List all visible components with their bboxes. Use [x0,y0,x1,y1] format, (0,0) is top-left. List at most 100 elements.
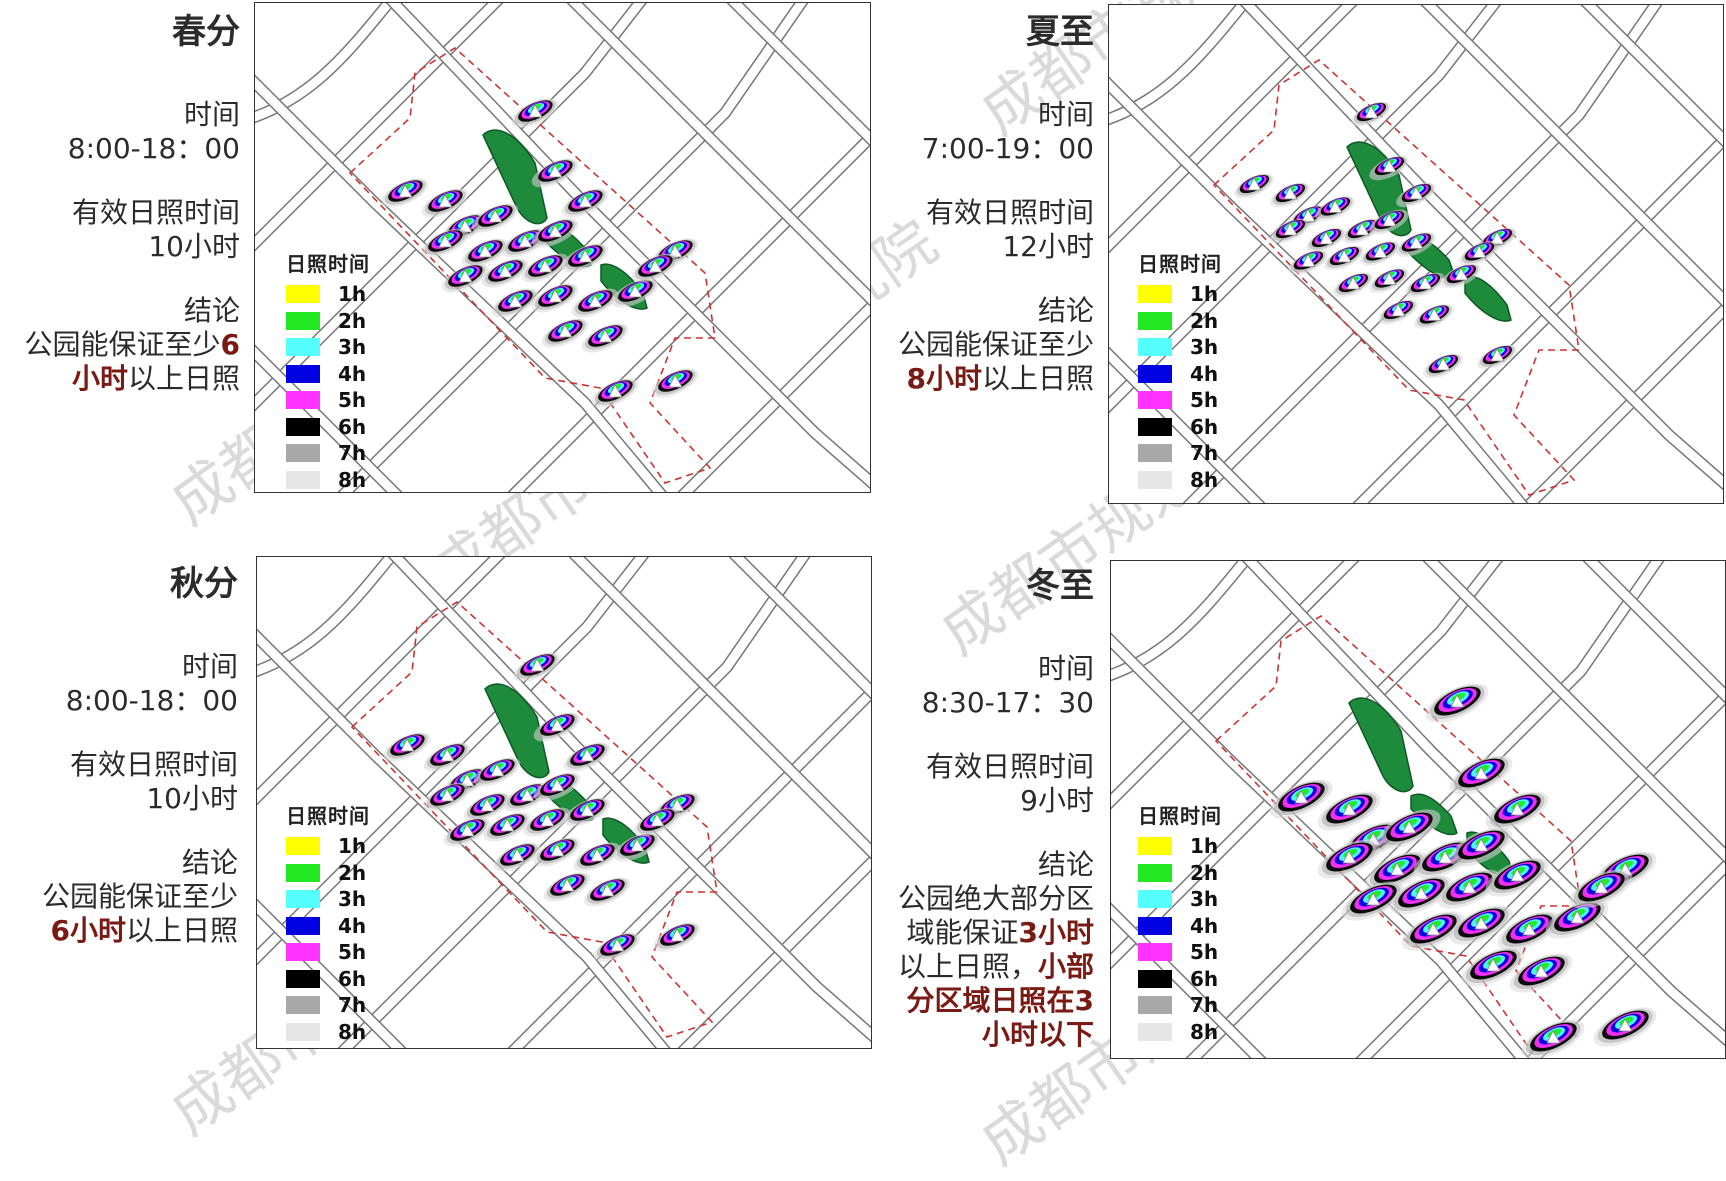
building [1364,105,1379,119]
site-boundary [348,47,716,484]
conclusion-text: 以上日照 [127,362,240,395]
legend-label: 6h [338,414,367,439]
legend-swatch [1138,417,1172,436]
site-boundary [1212,59,1580,496]
site-plan [1111,561,1725,1058]
road [1241,5,1723,489]
building [1390,862,1405,876]
building [1366,892,1381,906]
conclusion-text: 以上日照 [125,914,238,947]
building [1382,213,1397,227]
sunlight-map-summer [1108,4,1724,504]
legend-swatch [1138,969,1172,988]
legend-item: 6h [1138,966,1222,993]
road [339,3,807,492]
legend-item: 5h [1138,387,1222,414]
legend-swatch [1138,311,1172,330]
building [1510,802,1525,816]
road [730,557,871,698]
legend-item: 7h [1138,440,1222,467]
legend-item: 6h [286,966,370,993]
legend-label: 5h [1190,940,1219,965]
building [508,294,523,308]
building [1450,694,1465,708]
time-range: 8:30-17：30 [921,686,1094,719]
legend-label: 4h [1190,913,1219,938]
conclusion-highlight: 小时 [71,362,128,395]
legend-item: 2h [286,860,370,887]
building [1337,249,1352,263]
time-label: 时间 [1037,98,1094,131]
conclusion-text: 域能保证 [906,916,1019,949]
road [509,686,871,1048]
building [440,748,455,762]
road [1582,561,1725,704]
legend-item: 1h [286,281,370,308]
time-range: 8:00-18：00 [67,132,240,165]
building [668,374,683,388]
conclusion-highlight: 小时以下 [981,1018,1094,1051]
legend-swatch [1138,470,1172,489]
road [1354,134,1723,503]
legend-swatch [286,391,320,410]
legend-label: 4h [338,361,367,386]
legend-item: 5h [286,939,370,966]
building [510,848,525,862]
conclusion-highlight: 6 [220,328,240,361]
legend-label: 5h [338,940,367,965]
conclusion-line: 小时以上日照 [0,362,240,396]
autumn-info: 秋分 时间 8:00-18：00 有效日照时间 10小时 结论 公园能保证至少 … [0,564,238,948]
legend-item: 2h [1138,308,1222,335]
road [679,856,871,1048]
site-plan [255,3,870,492]
legend-swatch [286,285,320,304]
road [255,346,401,492]
legend-label: 6h [338,966,367,991]
building [550,778,565,792]
building [1409,186,1424,200]
season-title: 夏至 [1026,12,1094,52]
building [560,878,575,892]
legend-item: 1h [286,833,370,860]
building [578,249,593,263]
legend-swatch [286,311,320,330]
site-boundary [350,601,718,1038]
legend-item: 2h [286,308,370,335]
conclusion-highlight: 3小时 [1018,916,1094,949]
legend-label: 1h [1190,834,1219,859]
building [1342,802,1357,816]
building [488,209,503,223]
road [255,3,502,250]
legend-label: 3h [1190,335,1219,360]
building [1391,303,1406,317]
time-label: 时间 [1037,652,1094,685]
legend-swatch [286,837,320,856]
road [1111,561,1502,968]
building [460,823,475,837]
building [598,329,613,343]
road [257,557,397,676]
sunlight-legend: 日照时间 1h 2h 3h 4h 5h 6h 7h 8h [286,800,370,1045]
legend-title: 日照时间 [1138,804,1222,828]
park-area [1348,697,1414,793]
building [1418,276,1433,290]
legend-swatch [286,996,320,1015]
legend-item: 3h [286,334,370,361]
legend-swatch [1138,916,1172,935]
road [1109,5,1358,254]
building [458,269,473,283]
building [1382,271,1397,285]
building [648,259,663,273]
conclusion-line: 公园能保证至少6 [0,328,241,362]
legend-item: 7h [1138,992,1222,1019]
conclusion-line: 域能保证3小时 [834,916,1095,950]
effective-value: 9小时 [1020,784,1094,817]
building [438,234,453,248]
road [1357,690,1725,1058]
building [1454,267,1469,281]
effective-value: 10小时 [146,782,238,815]
road [387,3,870,488]
conclusion-line: 6小时以上日照 [0,914,239,948]
legend-label: 1h [1190,282,1219,307]
building [1342,850,1357,864]
